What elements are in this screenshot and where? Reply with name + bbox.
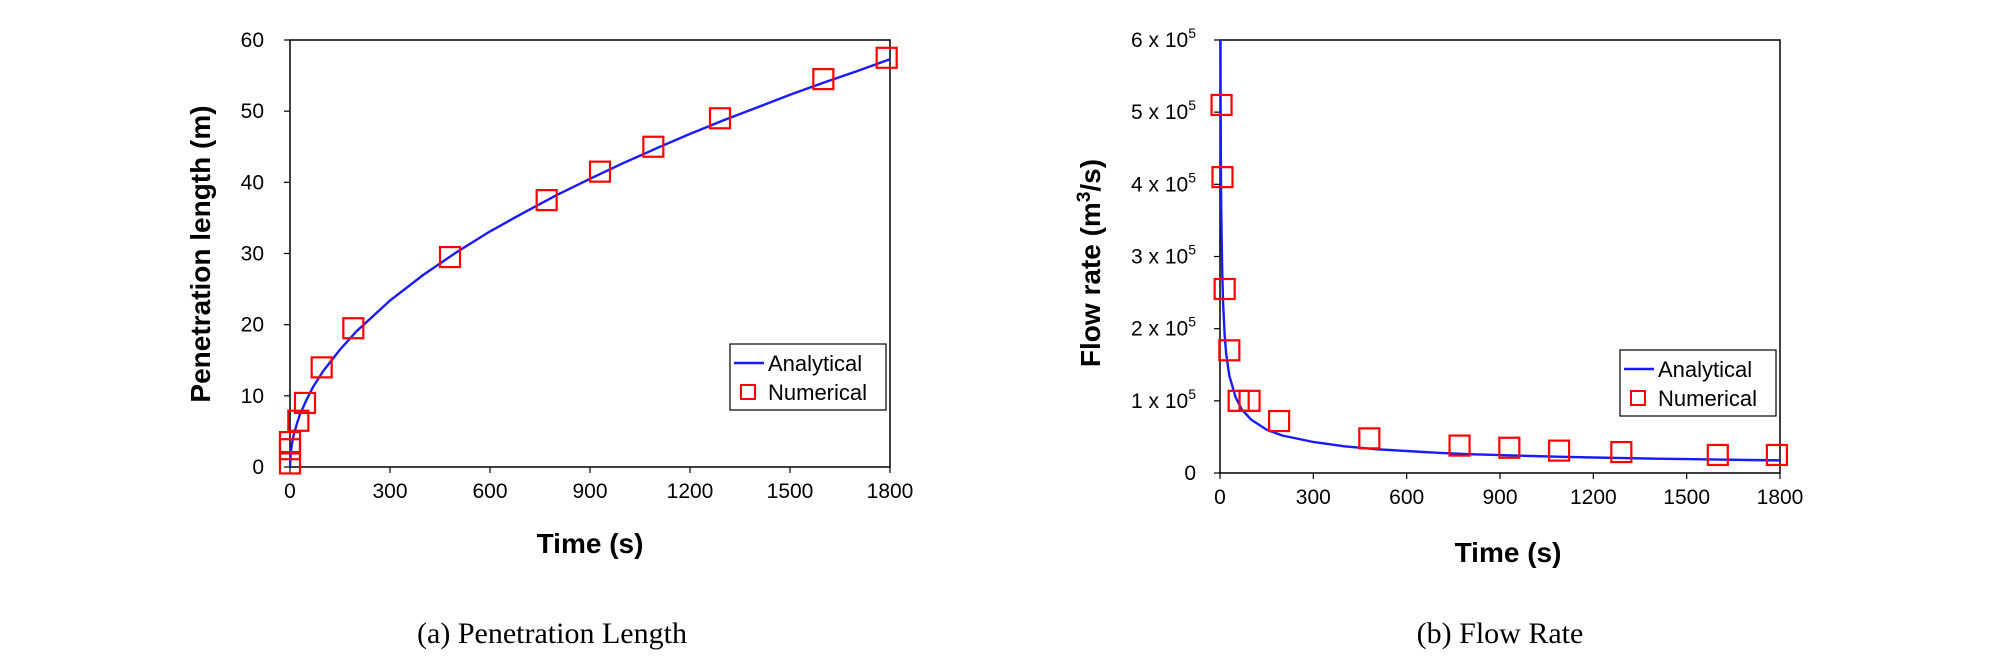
legend-numerical-marker (1630, 390, 1646, 406)
legend-numerical-label: Numerical (1658, 386, 1757, 411)
numerical-point (1706, 443, 1729, 467)
x-axis-ticks: 0 300 600 900 1200 1500 1800 (284, 467, 913, 503)
numerical-point (875, 46, 898, 69)
series-group (1210, 39, 1788, 467)
numerical-point (535, 189, 558, 212)
series-group (278, 46, 898, 475)
numerical-point (1610, 440, 1633, 464)
y-tick-label: 40 (241, 171, 264, 194)
numerical-point (278, 430, 302, 454)
x-tick-label: 900 (1482, 486, 1517, 509)
x-tick-label: 900 (572, 480, 607, 503)
numerical-point (1765, 443, 1788, 467)
y-tick-label: 20 (241, 314, 264, 337)
numerical-point (812, 68, 835, 91)
y-tick-label: 1 x 105 (1131, 386, 1196, 413)
x-axis-ticks: 0 300 600 900 1200 1500 1800 (1214, 473, 1803, 509)
y-tick-label: 30 (241, 243, 264, 266)
y-tick-label: 10 (241, 385, 264, 408)
y-axis-ticks: 0 1 x 105 2 x 105 3 x 105 4 x 105 5 x 105 6 x … (1131, 25, 1220, 485)
x-tick-label: 1500 (767, 480, 814, 503)
legend: Analytical Numerical (729, 343, 887, 411)
numerical-point (278, 452, 302, 475)
numerical-point (1548, 439, 1571, 462)
caption-a: (a) Penetration Length (417, 617, 687, 650)
x-axis-title: Time (s) (537, 528, 644, 559)
x-tick-label: 1500 (1663, 486, 1710, 509)
y-tick-label: 50 (241, 100, 264, 123)
numerical-point (1210, 93, 1233, 117)
y-tick-label: 2 x 105 (1131, 314, 1196, 341)
numerical-point (1448, 434, 1471, 457)
x-tick-label: 0 (284, 480, 296, 503)
numerical-point (1213, 277, 1236, 301)
numerical-point (287, 409, 310, 432)
numerical-point (588, 160, 612, 183)
numerical-point (342, 317, 365, 340)
y-tick-label: 5 x 105 (1131, 97, 1196, 124)
x-tick-label: 0 (1214, 486, 1226, 509)
flow-rate-chart: 0 1 x 105 2 x 105 3 x 105 4 x 105 5 x 105 6 x … (1074, 25, 1803, 650)
x-tick-label: 300 (1296, 486, 1331, 509)
y-tick-label: 3 x 105 (1131, 242, 1196, 269)
y-axis-ticks: 0 10 20 30 40 50 60 (241, 29, 290, 479)
legend-analytical-label: Analytical (1658, 357, 1752, 382)
numerical-point (1358, 427, 1381, 450)
y-axis-title: Flow rate (m3/s) (1074, 159, 1106, 367)
numerical-point (438, 245, 462, 269)
x-tick-label: 1800 (1757, 486, 1804, 509)
x-axis-title: Time (s) (1455, 537, 1562, 568)
numerical-point (1211, 166, 1234, 189)
x-tick-label: 600 (1389, 486, 1424, 509)
legend: Analytical Numerical (1619, 349, 1777, 417)
y-tick-label: 0 (1184, 462, 1196, 485)
numerical-point (708, 107, 732, 130)
legend-numerical-label: Numerical (768, 380, 867, 405)
numerical-point (642, 135, 665, 158)
x-tick-label: 1800 (867, 480, 914, 503)
y-axis-title: Penetration length (m) (185, 105, 216, 402)
numerical-point (1498, 436, 1521, 459)
numerical-point (1238, 389, 1261, 412)
legend-analytical-label: Analytical (768, 351, 862, 376)
numerical-point (1218, 339, 1241, 362)
numerical-point (293, 391, 317, 415)
y-tick-label: 0 (252, 456, 264, 479)
legend-numerical-marker (740, 384, 756, 400)
x-tick-label: 1200 (1570, 486, 1617, 509)
caption-b: (b) Flow Rate (1417, 617, 1584, 650)
y-tick-label: 60 (241, 29, 264, 52)
x-tick-label: 300 (372, 480, 407, 503)
penetration-length-chart: 0 10 20 30 40 50 60 0 300 600 900 1200 1500 1800 Pen… (185, 29, 913, 650)
x-tick-label: 600 (472, 480, 507, 503)
y-tick-label: 6 x 105 (1131, 25, 1196, 52)
analytical-line (288, 58, 891, 468)
numerical-point (310, 356, 333, 379)
analytical-line (1219, 39, 1781, 462)
y-tick-label: 4 x 105 (1131, 169, 1196, 196)
numerical-point (1268, 409, 1291, 433)
x-tick-label: 1200 (667, 480, 714, 503)
